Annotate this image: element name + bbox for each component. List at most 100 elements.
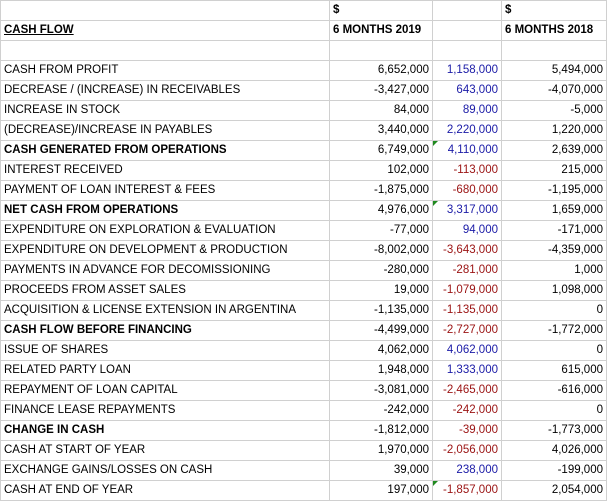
row-label-cell[interactable]: NET CASH FROM OPERATIONS [0,200,330,221]
row-label-cell[interactable]: EXPENDITURE ON EXPLORATION & EVALUATION [0,220,330,241]
difference-cell[interactable]: -2,056,000 [432,440,502,461]
row-label-cell[interactable]: DECREASE / (INCREASE) IN RECEIVABLES [0,80,330,101]
value-2019-cell[interactable]: 19,000 [329,280,433,301]
row-label-cell[interactable]: (DECREASE)/INCREASE IN PAYABLES [0,120,330,141]
value-2019-cell[interactable]: 3,440,000 [329,120,433,141]
value-2018-cell[interactable]: -616,000 [501,380,607,401]
value-2018-cell[interactable]: -4,070,000 [501,80,607,101]
row-label-cell[interactable]: RELATED PARTY LOAN [0,360,330,381]
period-2018-cell[interactable]: 6 MONTHS 2018 [501,20,607,41]
value-2019-cell[interactable]: 1,970,000 [329,440,433,461]
difference-cell[interactable]: 643,000 [432,80,502,101]
value-2019-cell[interactable]: 4,062,000 [329,340,433,361]
row-label-cell[interactable]: INTEREST RECEIVED [0,160,330,181]
cell[interactable] [432,0,502,21]
difference-cell[interactable]: -1,135,000 [432,300,502,321]
value-2018-cell[interactable]: 215,000 [501,160,607,181]
value-2019-cell[interactable]: -242,000 [329,400,433,421]
value-2018-cell[interactable]: 1,659,000 [501,200,607,221]
value-2018-cell[interactable]: -199,000 [501,460,607,481]
row-label-cell[interactable]: CASH FROM PROFIT [0,60,330,81]
difference-cell[interactable]: 4,110,000 [432,140,502,161]
row-label-cell[interactable]: REPAYMENT OF LOAN CAPITAL [0,380,330,401]
value-2019-cell[interactable]: -4,499,000 [329,320,433,341]
cell[interactable] [432,40,502,61]
difference-cell[interactable]: 94,000 [432,220,502,241]
value-2018-cell[interactable]: 1,000 [501,260,607,281]
value-2018-cell[interactable]: -1,772,000 [501,320,607,341]
row-label-cell[interactable]: FINANCE LEASE REPAYMENTS [0,400,330,421]
value-2018-cell[interactable]: 2,054,000 [501,480,607,501]
value-2019-cell[interactable]: -1,135,000 [329,300,433,321]
value-2019-cell[interactable]: 1,948,000 [329,360,433,381]
value-2019-cell[interactable]: -77,000 [329,220,433,241]
currency-2018-cell[interactable]: $ [501,0,607,21]
value-2019-cell[interactable]: -1,812,000 [329,420,433,441]
row-label-cell[interactable]: CASH GENERATED FROM OPERATIONS [0,140,330,161]
value-2018-cell[interactable]: -171,000 [501,220,607,241]
difference-cell[interactable]: 1,158,000 [432,60,502,81]
difference-cell[interactable]: -680,000 [432,180,502,201]
value-2019-cell[interactable]: -3,427,000 [329,80,433,101]
value-2019-cell[interactable]: -8,002,000 [329,240,433,261]
value-2018-cell[interactable]: 4,026,000 [501,440,607,461]
difference-cell[interactable]: 4,062,000 [432,340,502,361]
value-2019-cell[interactable]: 4,976,000 [329,200,433,221]
row-label-cell[interactable]: ACQUISITION & LICENSE EXTENSION IN ARGEN… [0,300,330,321]
cell[interactable] [0,40,330,61]
value-2019-cell[interactable]: 102,000 [329,160,433,181]
row-label-cell[interactable]: PROCEEDS FROM ASSET SALES [0,280,330,301]
row-label-cell[interactable]: EXPENDITURE ON DEVELOPMENT & PRODUCTION [0,240,330,261]
difference-cell[interactable]: -1,857,000 [432,480,502,501]
value-2019-cell[interactable]: 6,749,000 [329,140,433,161]
value-2018-cell[interactable]: 1,098,000 [501,280,607,301]
cell[interactable] [0,0,330,21]
currency-2019-cell[interactable]: $ [329,0,433,21]
cell[interactable] [432,20,502,41]
difference-cell[interactable]: -39,000 [432,420,502,441]
difference-cell[interactable]: -3,643,000 [432,240,502,261]
value-2018-cell[interactable]: 1,220,000 [501,120,607,141]
value-2018-cell[interactable]: 0 [501,300,607,321]
difference-cell[interactable]: 3,317,000 [432,200,502,221]
value-2019-cell[interactable]: -280,000 [329,260,433,281]
row-label-cell[interactable]: CHANGE IN CASH [0,420,330,441]
value-2019-cell[interactable]: -1,875,000 [329,180,433,201]
value-2018-cell[interactable]: 0 [501,400,607,421]
value-2018-cell[interactable]: -1,773,000 [501,420,607,441]
row-label-cell[interactable]: PAYMENT OF LOAN INTEREST & FEES [0,180,330,201]
value-2019-cell[interactable]: -3,081,000 [329,380,433,401]
difference-cell[interactable]: -242,000 [432,400,502,421]
value-2018-cell[interactable]: 5,494,000 [501,60,607,81]
difference-cell[interactable]: 89,000 [432,100,502,121]
cell[interactable] [329,40,433,61]
row-label-cell[interactable]: ISSUE OF SHARES [0,340,330,361]
difference-cell[interactable]: 238,000 [432,460,502,481]
period-2019-cell[interactable]: 6 MONTHS 2019 [329,20,433,41]
difference-cell[interactable]: -2,727,000 [432,320,502,341]
difference-cell[interactable]: 1,333,000 [432,360,502,381]
difference-cell[interactable]: 2,220,000 [432,120,502,141]
row-label-cell[interactable]: CASH FLOW BEFORE FINANCING [0,320,330,341]
value-2018-cell[interactable]: -5,000 [501,100,607,121]
value-2018-cell[interactable]: 0 [501,340,607,361]
value-2018-cell[interactable]: -1,195,000 [501,180,607,201]
value-2019-cell[interactable]: 39,000 [329,460,433,481]
row-label-cell[interactable]: EXCHANGE GAINS/LOSSES ON CASH [0,460,330,481]
value-2018-cell[interactable]: 615,000 [501,360,607,381]
row-label-cell[interactable]: PAYMENTS IN ADVANCE FOR DECOMISSIONING [0,260,330,281]
value-2019-cell[interactable]: 84,000 [329,100,433,121]
difference-cell[interactable]: -113,000 [432,160,502,181]
row-label-cell[interactable]: CASH AT END OF YEAR [0,480,330,501]
difference-cell[interactable]: -2,465,000 [432,380,502,401]
value-2018-cell[interactable]: -4,359,000 [501,240,607,261]
cell[interactable] [501,40,607,61]
difference-cell[interactable]: -281,000 [432,260,502,281]
difference-cell[interactable]: -1,079,000 [432,280,502,301]
value-2018-cell[interactable]: 2,639,000 [501,140,607,161]
value-2019-cell[interactable]: 197,000 [329,480,433,501]
row-label-cell[interactable]: CASH AT START OF YEAR [0,440,330,461]
row-label-cell[interactable]: INCREASE IN STOCK [0,100,330,121]
value-2019-cell[interactable]: 6,652,000 [329,60,433,81]
cash-flow-title-cell[interactable]: CASH FLOW [0,20,330,41]
